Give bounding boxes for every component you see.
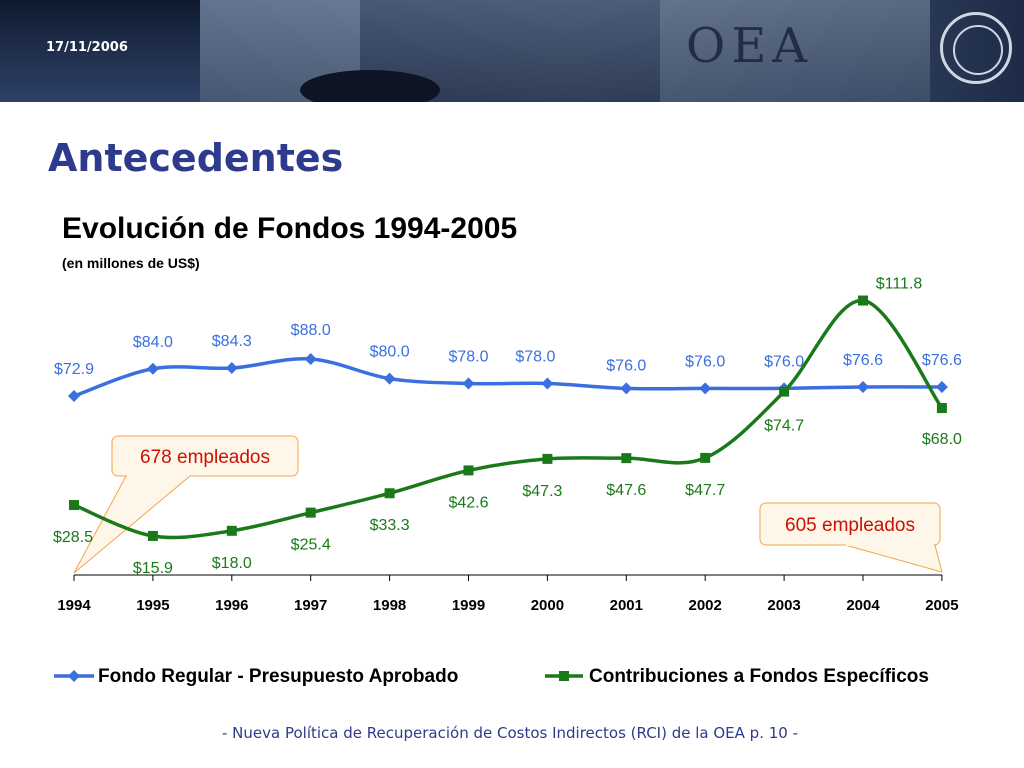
contribuciones-value-label: $47.6 bbox=[606, 482, 646, 499]
contribuciones-marker bbox=[858, 295, 868, 306]
x-tick-label: 1994 bbox=[57, 597, 91, 614]
contribuciones-value-label: $47.7 bbox=[685, 482, 725, 499]
legend-marker bbox=[559, 671, 569, 681]
x-tick-label: 2004 bbox=[846, 597, 880, 614]
x-tick-label: 2002 bbox=[689, 597, 722, 614]
legend-label: Fondo Regular - Presupuesto Aprobado bbox=[98, 666, 458, 687]
callout-2005-label: 605 empleados bbox=[785, 515, 915, 536]
banner-texture bbox=[0, 0, 200, 102]
callout-2005-pointer bbox=[844, 544, 943, 573]
fondo-regular-line bbox=[73, 357, 942, 398]
contribuciones-marker bbox=[305, 507, 316, 518]
fondo-regular-value-label: $88.0 bbox=[291, 322, 331, 339]
fondo-regular-marker bbox=[146, 362, 159, 375]
x-tick-label: 2000 bbox=[531, 597, 564, 614]
fondo-regular-marker bbox=[68, 390, 80, 403]
contribuciones-value-label: $18.0 bbox=[212, 555, 252, 572]
fondo-regular-value-label: $84.0 bbox=[133, 334, 173, 351]
fondo-regular-marker bbox=[462, 377, 475, 390]
fondo-regular-marker bbox=[699, 382, 712, 395]
contribuciones-value-label: $15.9 bbox=[133, 560, 173, 577]
callout-1994-label: 678 empleados bbox=[140, 447, 270, 468]
seal-icon bbox=[940, 12, 1012, 84]
page-title: Antecedentes bbox=[48, 136, 344, 180]
x-tick-label: 1997 bbox=[294, 597, 327, 614]
contribuciones-marker bbox=[700, 452, 711, 463]
contribuciones-line bbox=[73, 298, 944, 540]
contribuciones-marker bbox=[147, 530, 158, 541]
footer-text: - Nueva Política de Recuperación de Cost… bbox=[222, 724, 799, 742]
x-tick-label: 2003 bbox=[767, 597, 800, 614]
contribuciones-marker bbox=[226, 525, 237, 536]
fondo-regular-marker bbox=[383, 372, 396, 385]
fondo-regular-value-label: $76.0 bbox=[764, 353, 804, 370]
fondo-regular-marker bbox=[935, 380, 948, 393]
contribuciones-marker bbox=[463, 465, 474, 476]
contribuciones-marker bbox=[542, 453, 553, 464]
fondo-regular-value-label: $76.0 bbox=[685, 353, 725, 370]
legend-marker bbox=[68, 670, 80, 682]
banner-texture bbox=[660, 0, 930, 102]
chart-title: Evolución de Fondos 1994-2005 bbox=[62, 212, 518, 245]
contribuciones-value-label: $111.8 bbox=[876, 276, 923, 293]
contribuciones-value-label: $74.7 bbox=[764, 418, 804, 435]
fondo-regular-value-label: $80.0 bbox=[370, 344, 410, 361]
x-tick-label: 2001 bbox=[610, 597, 643, 614]
callout-1994-box bbox=[111, 435, 299, 477]
fondo-regular-value-label: $78.0 bbox=[448, 349, 488, 366]
contribuciones-value-label: $42.6 bbox=[448, 494, 488, 511]
contribuciones-value-label: $33.3 bbox=[370, 517, 410, 534]
contribuciones-value-label: $25.4 bbox=[291, 537, 331, 554]
brand-logo-text: OEA bbox=[686, 18, 814, 74]
contribuciones-value-label: $68.0 bbox=[922, 431, 962, 448]
fondo-regular-marker bbox=[857, 380, 869, 393]
fondo-regular-value-label: $76.6 bbox=[843, 352, 883, 369]
chart-subtitle: (en millones de US$) bbox=[62, 255, 200, 271]
fondo-regular-marker bbox=[304, 352, 317, 365]
contribuciones-marker bbox=[69, 500, 79, 511]
header-date: 17/11/2006 bbox=[46, 40, 128, 55]
legend-label: Contribuciones a Fondos Específicos bbox=[589, 666, 929, 687]
callout-1994-pointer bbox=[73, 475, 192, 574]
contribuciones-marker bbox=[621, 453, 632, 464]
x-tick-label: 1995 bbox=[136, 597, 169, 614]
fondo-regular-marker bbox=[620, 382, 633, 395]
fondo-regular-value-label: $72.9 bbox=[54, 361, 94, 378]
contribuciones-marker bbox=[779, 386, 790, 397]
fondo-regular-value-label: $84.3 bbox=[212, 333, 252, 350]
contribuciones-value-label: $28.5 bbox=[53, 529, 93, 546]
fondo-regular-marker bbox=[225, 362, 238, 375]
x-tick-label: 1996 bbox=[215, 597, 248, 614]
contribuciones-marker bbox=[936, 403, 947, 414]
banner-decoration bbox=[300, 70, 440, 102]
fondo-regular-value-label: $76.6 bbox=[922, 352, 962, 369]
header-banner: 17/11/2006 OEA bbox=[0, 0, 1024, 102]
x-tick-label: 1999 bbox=[452, 597, 485, 614]
contribuciones-value-label: $47.3 bbox=[522, 483, 562, 500]
fondo-regular-value-label: $78.0 bbox=[515, 349, 555, 366]
fondo-regular-value-label: $76.0 bbox=[606, 357, 646, 374]
x-tick-label: 2005 bbox=[925, 597, 958, 614]
x-tick-label: 1998 bbox=[373, 597, 406, 614]
fondo-regular-marker bbox=[541, 377, 554, 390]
contribuciones-marker bbox=[384, 488, 395, 499]
